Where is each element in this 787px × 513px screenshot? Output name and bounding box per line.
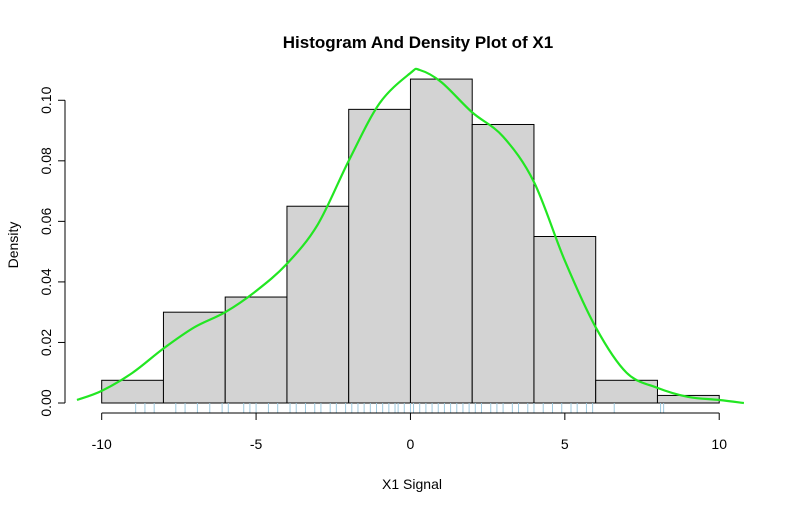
histogram-bar bbox=[162, 311, 226, 404]
x-tick-label: 10 bbox=[711, 436, 727, 452]
y-tick-label: 0.06 bbox=[38, 208, 54, 235]
y-tick-label: 0.10 bbox=[38, 86, 54, 113]
x-axis-label: X1 Signal bbox=[382, 476, 442, 492]
density-curve bbox=[76, 67, 745, 405]
x-tick-label: 0 bbox=[407, 436, 415, 452]
histogram-bar bbox=[224, 296, 288, 404]
y-tick-label: 0.00 bbox=[38, 389, 54, 416]
y-tick-label: 0.04 bbox=[38, 268, 54, 295]
histogram-bar bbox=[101, 379, 164, 404]
x-tick-label: -5 bbox=[250, 436, 263, 452]
y-axis: 0.00 0.02 0.04 0.06 0.08 0.10 bbox=[38, 86, 66, 417]
histogram-bar bbox=[471, 123, 535, 404]
histogram-bar bbox=[286, 205, 350, 404]
rug-marks bbox=[135, 403, 665, 413]
x-tick-label: 5 bbox=[561, 436, 569, 452]
histogram-bar bbox=[533, 236, 597, 404]
histogram-bars bbox=[101, 78, 720, 404]
histogram-bar bbox=[348, 108, 411, 404]
x-tick-label: -10 bbox=[92, 436, 112, 452]
histogram-bar bbox=[595, 379, 658, 404]
chart-title: Histogram And Density Plot of X1 bbox=[283, 33, 553, 52]
y-tick-label: 0.02 bbox=[38, 329, 54, 356]
histogram-bar bbox=[409, 78, 473, 404]
x-axis: -10 -5 0 5 10 bbox=[92, 412, 727, 452]
y-axis-label: Density bbox=[5, 222, 21, 269]
y-tick-label: 0.08 bbox=[38, 147, 54, 174]
